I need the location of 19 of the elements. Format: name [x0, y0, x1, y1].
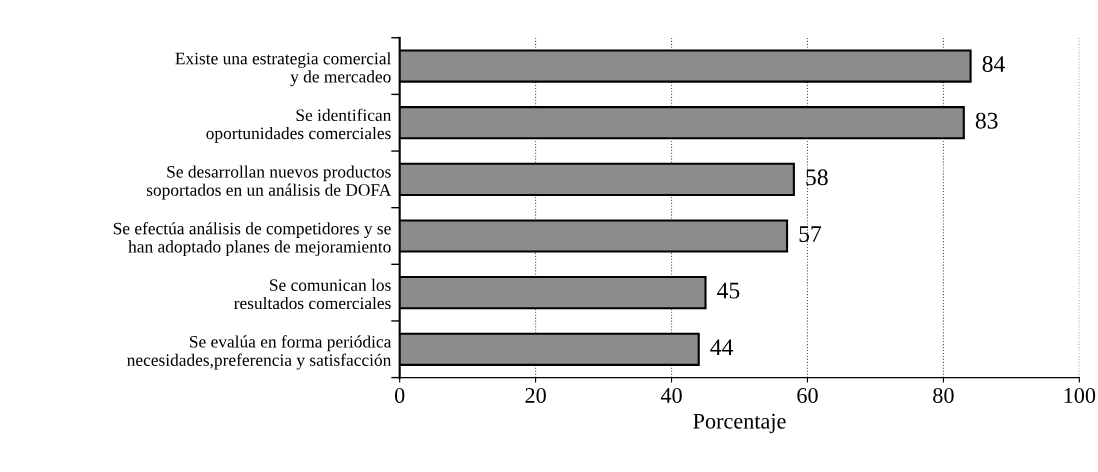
y-tick-label: Se identifican oportunidades comerciales — [206, 108, 392, 143]
y-tick-label: Se desarrollan nuevos productos soportados en un análisis de DOFA — [146, 165, 392, 200]
y-tick-label: Existe una estrategia comercial y de mercadeo — [175, 52, 391, 87]
x-tick-label: 60 — [797, 387, 818, 403]
x-tick-label: 0 — [394, 387, 405, 403]
data-label: 57 — [799, 226, 822, 242]
y-tick-label: Se comunican los resultados comerciales — [234, 278, 391, 310]
data-label: 58 — [806, 169, 828, 186]
data-label: 83 — [975, 112, 998, 129]
data-label: 84 — [982, 56, 1005, 72]
x-tick-label: 20 — [525, 387, 546, 403]
x-tick-label: 80 — [933, 387, 954, 403]
x-tick-label: 40 — [660, 387, 682, 403]
x-tick-label: 100 — [1064, 387, 1096, 403]
y-tick-label: Se efectúa análisis de competidores y se han adoptado planes de mejoramiento — [113, 221, 391, 257]
x-axis-title: Porcentaje — [693, 413, 786, 434]
data-label: 44 — [710, 339, 734, 355]
data-label: 45 — [717, 282, 740, 299]
y-tick-label: Se evalúa en forma periódica necesidades,preferencia y satisfacción — [127, 335, 392, 370]
